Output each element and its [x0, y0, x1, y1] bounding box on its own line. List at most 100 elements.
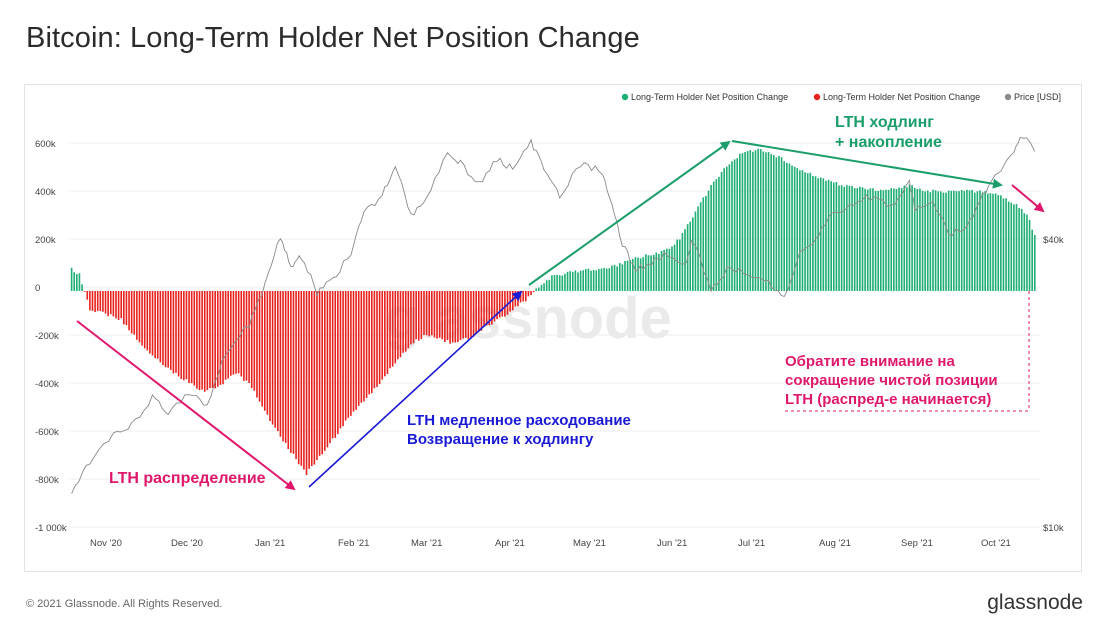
- net-position-bar: [86, 291, 89, 300]
- net-position-bar: [908, 184, 911, 291]
- net-position-bar: [877, 190, 879, 291]
- net-position-bar: [444, 291, 446, 342]
- net-position-bar: [136, 291, 138, 340]
- net-position-bar: [997, 195, 1000, 291]
- net-position-bar: [73, 272, 76, 291]
- net-position-bar: [180, 291, 183, 380]
- net-position-bar: [527, 291, 530, 297]
- net-position-bar: [639, 258, 642, 291]
- net-position-bar: [326, 291, 329, 448]
- net-position-bar: [357, 291, 360, 406]
- net-position-bar: [932, 189, 934, 291]
- net-position-bar: [206, 291, 209, 391]
- net-position-bar: [404, 291, 407, 352]
- net-position-bar: [485, 291, 488, 326]
- net-position-bar: [819, 177, 822, 291]
- net-position-bar: [582, 270, 585, 291]
- net-position-bar: [138, 291, 141, 343]
- net-position-bar: [496, 291, 498, 320]
- net-position-bar: [1026, 214, 1028, 291]
- net-position-bar: [592, 269, 595, 291]
- annotation-note-line1: Обратите внимание на: [785, 353, 955, 370]
- y-tick-label: -400k: [35, 379, 59, 390]
- net-position-bar: [117, 291, 120, 320]
- net-position-bar: [994, 193, 997, 291]
- net-position-bar: [397, 291, 399, 360]
- net-position-bar: [462, 291, 464, 339]
- net-position-bar: [812, 176, 814, 291]
- net-position-bar: [770, 154, 772, 291]
- net-position-bar: [866, 189, 869, 291]
- net-position-bar: [538, 287, 540, 291]
- x-tick-label: Feb '21: [338, 538, 369, 549]
- net-position-bar: [692, 217, 694, 291]
- net-position-bar: [162, 291, 164, 366]
- net-position-bar: [141, 291, 143, 346]
- net-position-bar: [543, 283, 545, 291]
- net-position-bar: [613, 264, 616, 291]
- net-position-bar: [699, 202, 702, 291]
- net-position-bar: [650, 255, 652, 291]
- net-position-bar: [736, 158, 739, 291]
- net-position-bar: [522, 291, 524, 302]
- net-position-bar: [587, 268, 590, 291]
- net-position-bar: [945, 192, 947, 291]
- x-tick-label: Jul '21: [738, 538, 765, 549]
- net-position-bar: [480, 291, 483, 331]
- net-position-bar: [297, 291, 300, 465]
- net-position-bar: [441, 291, 444, 340]
- net-position-bar: [94, 291, 96, 313]
- x-tick-label: Sep '21: [901, 538, 933, 549]
- net-position-bar: [164, 291, 167, 368]
- net-position-bar: [551, 275, 553, 291]
- net-position-bar: [796, 168, 799, 291]
- x-tick-label: Nov '20: [90, 538, 122, 549]
- net-position-bar: [269, 291, 271, 421]
- y-right-tick-label: $10k: [1043, 523, 1064, 534]
- net-position-bar: [942, 192, 945, 291]
- net-position-bar: [300, 291, 303, 466]
- net-position-bar: [183, 291, 185, 381]
- x-tick-label: May '21: [573, 538, 606, 549]
- net-position-bar: [420, 291, 423, 339]
- net-position-bar: [342, 291, 344, 427]
- net-position-bar: [822, 178, 825, 291]
- net-position-bar: [655, 252, 658, 291]
- net-position-bar: [652, 254, 655, 291]
- net-position-bar: [235, 291, 237, 374]
- net-position-bar: [402, 291, 404, 353]
- net-position-bar: [1033, 234, 1036, 291]
- net-position-bar: [410, 291, 412, 345]
- net-position-bar: [498, 291, 501, 318]
- distribution-arrow: [76, 320, 296, 491]
- net-position-bar: [678, 239, 681, 291]
- net-position-bar: [376, 291, 378, 387]
- net-position-bar: [532, 291, 535, 293]
- net-position-bar: [102, 291, 104, 312]
- net-position-bar: [598, 269, 600, 291]
- net-position-bar: [295, 291, 297, 460]
- net-position-bar: [287, 291, 290, 450]
- net-position-bar: [277, 291, 279, 432]
- net-position-bar: [381, 291, 384, 380]
- net-position-bar: [133, 291, 136, 335]
- net-position-bar: [556, 274, 558, 291]
- net-position-bar: [874, 191, 877, 291]
- net-position-bar: [741, 153, 744, 291]
- net-position-bar: [906, 187, 908, 291]
- net-position-bar: [968, 190, 971, 291]
- net-position-bar: [647, 255, 650, 291]
- annotation-accumulation: + накопление: [835, 134, 942, 151]
- net-position-bar: [232, 291, 235, 375]
- watermark: glassnode: [385, 286, 672, 351]
- net-position-bar: [501, 291, 504, 317]
- net-position-bar: [389, 291, 391, 369]
- net-position-bar: [851, 186, 853, 291]
- net-position-bar: [209, 291, 211, 389]
- net-position-bar: [553, 274, 556, 291]
- net-position-bar: [900, 188, 903, 291]
- net-position-bar: [415, 291, 417, 340]
- x-tick-label: Jun '21: [657, 538, 687, 549]
- net-position-bar: [778, 156, 780, 291]
- annotation-return-hodling: Возвращение к ходлингу: [407, 431, 594, 448]
